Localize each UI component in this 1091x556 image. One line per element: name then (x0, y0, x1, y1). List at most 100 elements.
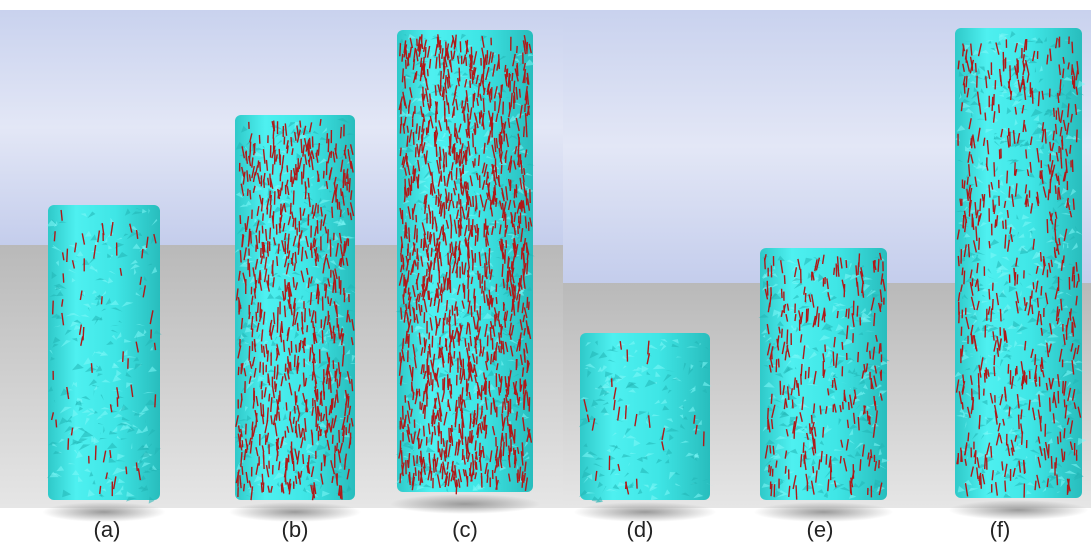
fiber (262, 242, 263, 254)
fiber (462, 100, 463, 108)
fiber (339, 430, 340, 443)
fiber (339, 202, 340, 210)
fiber (510, 270, 511, 280)
fiber (1000, 309, 1001, 321)
fiber (992, 299, 993, 310)
fiber (1024, 297, 1025, 305)
fiber (441, 71, 442, 84)
fiber (415, 467, 416, 476)
fiber (142, 249, 143, 258)
fiber (1063, 69, 1064, 78)
fiber (312, 372, 313, 381)
fiber (871, 449, 872, 458)
fiber (524, 380, 525, 394)
fiber (989, 289, 990, 300)
fiber (440, 337, 441, 345)
fiber (874, 313, 875, 326)
fiber (1054, 108, 1055, 117)
fiber (464, 115, 465, 123)
fiber (489, 290, 490, 298)
fiber (448, 103, 449, 114)
fiber (765, 258, 766, 269)
fiber (311, 430, 312, 438)
fiber (961, 102, 962, 111)
fiber (1026, 39, 1027, 50)
fiber (126, 467, 127, 475)
fiber (1021, 409, 1022, 419)
fiber (258, 160, 259, 167)
fiber (303, 373, 304, 387)
fiber (305, 187, 306, 200)
fiber (1055, 219, 1056, 230)
fiber (1035, 354, 1036, 365)
fiber (324, 454, 325, 463)
fiber (260, 362, 261, 373)
fiber (347, 415, 348, 422)
fiber (801, 374, 802, 385)
fiber (981, 475, 982, 489)
fiber (101, 296, 102, 304)
fiber (501, 165, 502, 174)
fiber (484, 417, 485, 431)
fiber (1047, 219, 1048, 233)
fiber (808, 367, 809, 378)
fiber (293, 190, 294, 204)
fiber (522, 367, 523, 376)
fiber (525, 379, 526, 386)
fiber (524, 168, 525, 175)
fiber (247, 170, 248, 182)
fiber (995, 219, 996, 227)
fiber (501, 116, 502, 127)
fiber (471, 306, 472, 317)
panel: (b) (201, 10, 385, 542)
fiber (279, 412, 280, 421)
fiber (261, 381, 262, 389)
fiber (994, 162, 995, 176)
fiber (851, 485, 852, 495)
fiber (769, 465, 770, 473)
fiber (267, 407, 268, 422)
shadow (390, 494, 540, 514)
fiber (251, 231, 252, 244)
fiber (336, 305, 337, 318)
fiber (875, 401, 876, 410)
fiber (460, 368, 461, 380)
fiber (848, 308, 849, 318)
fiber (858, 262, 859, 274)
fiber (828, 388, 829, 395)
fiber (470, 64, 471, 71)
fiber (496, 297, 497, 304)
fiber (962, 345, 963, 357)
fiber (527, 260, 528, 274)
fiber (779, 359, 780, 368)
fiber (419, 389, 420, 397)
fiber (476, 203, 477, 211)
fiber (328, 229, 329, 243)
fiber (308, 178, 309, 188)
fiber (474, 289, 475, 299)
fiber (348, 396, 349, 408)
fiber (451, 51, 452, 61)
fiber (405, 76, 406, 88)
fiber (297, 167, 298, 180)
fiber (56, 420, 57, 428)
fiber (309, 308, 310, 316)
fiber (503, 442, 504, 456)
fiber (434, 134, 435, 147)
fiber (297, 366, 298, 374)
fiber (520, 89, 521, 98)
fiber (461, 360, 462, 368)
panel-label: (d) (627, 517, 654, 542)
fiber (442, 466, 443, 480)
fiber (429, 291, 430, 300)
fiber (791, 388, 792, 395)
fiber (487, 475, 488, 482)
fiber (269, 394, 270, 402)
fiber (991, 308, 992, 321)
fiber (285, 285, 286, 300)
fiber (413, 132, 414, 145)
fiber (428, 69, 429, 76)
fiber (1048, 189, 1049, 200)
fiber (439, 422, 440, 433)
fiber (254, 339, 255, 347)
